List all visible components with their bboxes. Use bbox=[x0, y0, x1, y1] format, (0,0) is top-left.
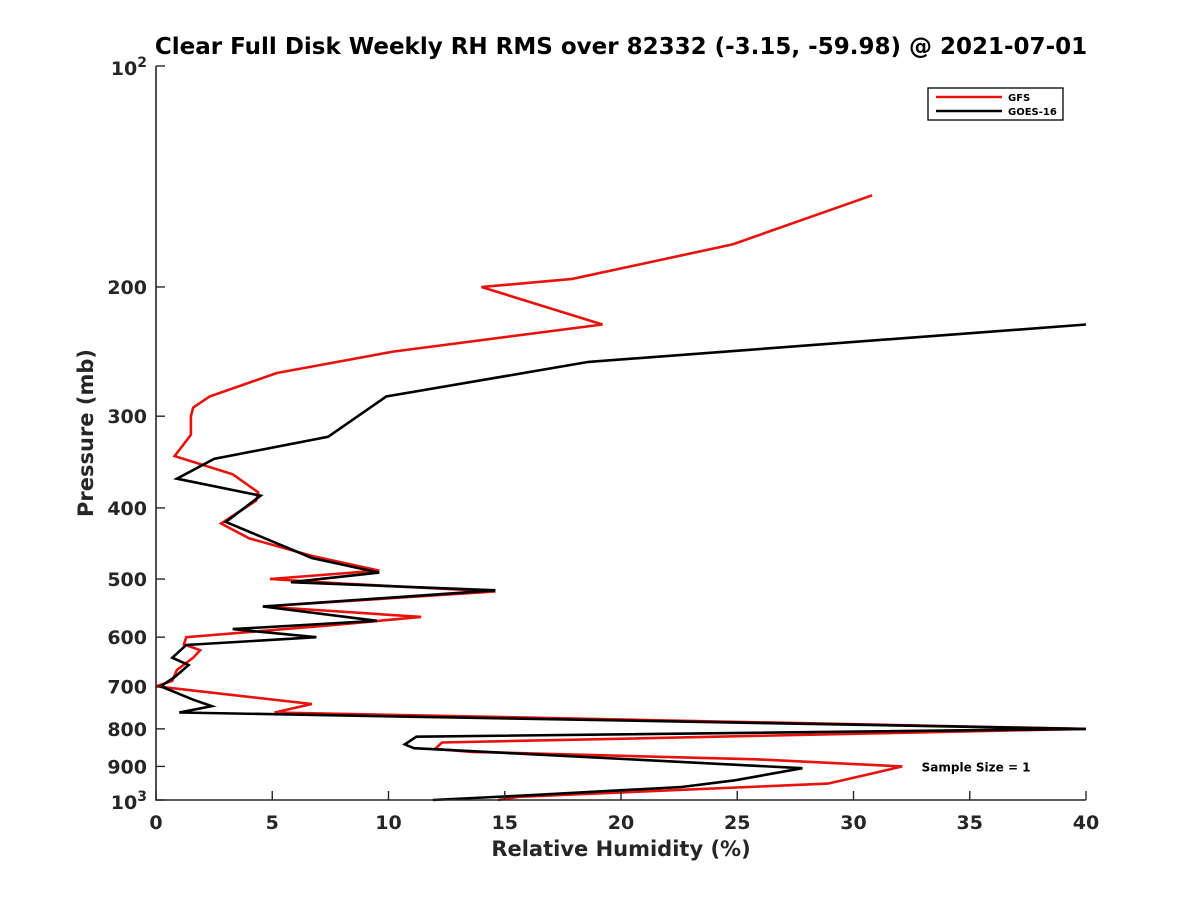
series-line-goes-16 bbox=[157, 323, 1087, 802]
x-tick-label: 25 bbox=[724, 812, 750, 834]
chart-title: Clear Full Disk Weekly RH RMS over 82332… bbox=[155, 34, 1087, 60]
y-tick-label: 500 bbox=[107, 569, 147, 591]
x-tick-label: 0 bbox=[149, 812, 162, 834]
x-tick-label: 10 bbox=[375, 812, 401, 834]
y-axis-ticks: 200 300 400 500 600 700 800 900 102 103 bbox=[107, 55, 165, 814]
sample-size-annotation: Sample Size = 1 bbox=[922, 760, 1031, 774]
y-tick-label: 600 bbox=[107, 627, 147, 649]
x-tick-label: 40 bbox=[1073, 812, 1099, 834]
y-tick-label: 103 bbox=[111, 789, 147, 814]
x-axis-ticks: 0 5 10 15 20 25 30 35 40 bbox=[149, 791, 1099, 834]
x-tick-label: 5 bbox=[266, 812, 279, 834]
y-tick-label: 900 bbox=[107, 756, 147, 778]
series-layer bbox=[155, 194, 1087, 802]
x-axis-label: Relative Humidity (%) bbox=[491, 837, 750, 861]
y-tick-label: 102 bbox=[111, 55, 147, 80]
y-tick-label: 700 bbox=[107, 676, 147, 698]
y-tick-label: 400 bbox=[107, 498, 147, 520]
y-tick-label: 800 bbox=[107, 719, 147, 741]
x-tick-label: 15 bbox=[492, 812, 518, 834]
y-tick-label: 200 bbox=[107, 277, 147, 299]
legend-box bbox=[927, 87, 1064, 121]
legend-label-gfs: GFS bbox=[1008, 93, 1030, 104]
legend-label-goes-16: GOES-16 bbox=[1008, 107, 1057, 118]
y-axis-label: Pressure (mb) bbox=[74, 349, 98, 517]
legend: GFS GOES-16 bbox=[927, 87, 1064, 121]
y-tick-label: 300 bbox=[107, 406, 147, 428]
x-tick-label: 35 bbox=[957, 812, 983, 834]
x-tick-label: 20 bbox=[608, 812, 634, 834]
x-tick-label: 30 bbox=[840, 812, 866, 834]
